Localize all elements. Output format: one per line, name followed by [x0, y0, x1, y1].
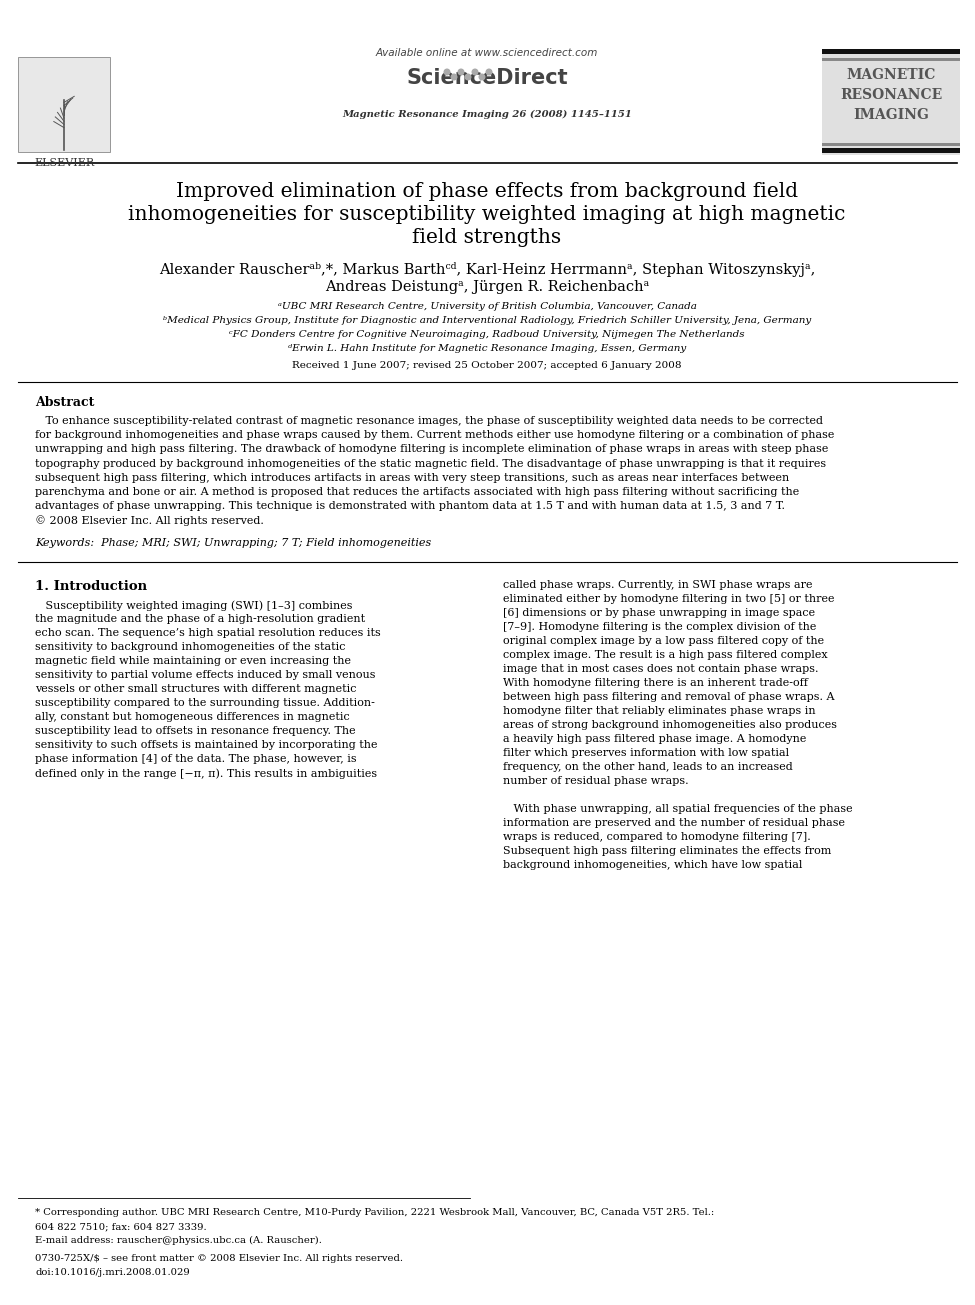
Text: 604 822 7510; fax: 604 827 3339.: 604 822 7510; fax: 604 827 3339.: [35, 1221, 207, 1231]
Text: 1. Introduction: 1. Introduction: [35, 579, 147, 592]
Text: inhomogeneities for susceptibility weighted imaging at high magnetic: inhomogeneities for susceptibility weigh…: [129, 205, 845, 224]
Text: ELSEVIER: ELSEVIER: [34, 158, 94, 168]
Text: Magnetic Resonance Imaging 26 (2008) 1145–1151: Magnetic Resonance Imaging 26 (2008) 114…: [342, 110, 632, 119]
Circle shape: [451, 74, 457, 80]
Text: complex image. The result is a high pass filtered complex: complex image. The result is a high pass…: [503, 650, 828, 660]
Text: ᵈErwin L. Hahn Institute for Magnetic Resonance Imaging, Essen, Germany: ᵈErwin L. Hahn Institute for Magnetic Re…: [288, 345, 686, 352]
Text: advantages of phase unwrapping. This technique is demonstrated with phantom data: advantages of phase unwrapping. This tec…: [35, 501, 785, 512]
Text: MAGNETIC: MAGNETIC: [846, 68, 936, 82]
Text: To enhance susceptibility-related contrast of magnetic resonance images, the pha: To enhance susceptibility-related contra…: [35, 416, 823, 425]
Text: the magnitude and the phase of a high-resolution gradient: the magnitude and the phase of a high-re…: [35, 613, 365, 624]
Text: between high pass filtering and removal of phase wraps. A: between high pass filtering and removal …: [503, 692, 835, 702]
FancyBboxPatch shape: [822, 57, 960, 61]
Text: © 2008 Elsevier Inc. All rights reserved.: © 2008 Elsevier Inc. All rights reserved…: [35, 515, 264, 526]
Circle shape: [465, 74, 471, 80]
Text: susceptibility lead to offsets in resonance frequency. The: susceptibility lead to offsets in resona…: [35, 726, 356, 736]
Text: ᶜFC Donders Centre for Cognitive Neuroimaging, Radboud University, Nijmegen The : ᶜFC Donders Centre for Cognitive Neuroim…: [229, 330, 745, 339]
FancyBboxPatch shape: [822, 50, 960, 54]
Text: phase information [4] of the data. The phase, however, is: phase information [4] of the data. The p…: [35, 754, 357, 763]
Text: sensitivity to such offsets is maintained by incorporating the: sensitivity to such offsets is maintaine…: [35, 740, 377, 750]
Text: ᵇMedical Physics Group, Institute for Diagnostic and Interventional Radiology, F: ᵇMedical Physics Group, Institute for Di…: [163, 316, 811, 325]
Text: sensitivity to background inhomogeneities of the static: sensitivity to background inhomogeneitie…: [35, 642, 345, 652]
Text: ally, constant but homogeneous differences in magnetic: ally, constant but homogeneous differenc…: [35, 713, 350, 722]
Text: topography produced by background inhomogeneities of the static magnetic field. : topography produced by background inhomo…: [35, 458, 826, 468]
Text: frequency, on the other hand, leads to an increased: frequency, on the other hand, leads to a…: [503, 762, 793, 773]
Text: Andreas Deistungᵃ, Jürgen R. Reichenbachᵃ: Andreas Deistungᵃ, Jürgen R. Reichenbach…: [325, 281, 649, 294]
Text: wraps is reduced, compared to homodyne filtering [7].: wraps is reduced, compared to homodyne f…: [503, 833, 811, 842]
Text: With phase unwrapping, all spatial frequencies of the phase: With phase unwrapping, all spatial frequ…: [503, 804, 852, 814]
Text: Abstract: Abstract: [35, 395, 95, 408]
Text: Keywords:  Phase; MRI; SWI; Unwrapping; 7 T; Field inhomogeneities: Keywords: Phase; MRI; SWI; Unwrapping; 7…: [35, 538, 431, 548]
Text: ᵃUBC MRI Research Centre, University of British Columbia, Vancouver, Canada: ᵃUBC MRI Research Centre, University of …: [278, 301, 696, 311]
Text: echo scan. The sequence’s high spatial resolution reduces its: echo scan. The sequence’s high spatial r…: [35, 628, 381, 638]
FancyBboxPatch shape: [18, 57, 110, 151]
Text: E-mail address: rauscher@physics.ubc.ca (A. Rauscher).: E-mail address: rauscher@physics.ubc.ca …: [35, 1236, 322, 1245]
Text: vessels or other small structures with different magnetic: vessels or other small structures with d…: [35, 684, 357, 694]
Text: With homodyne filtering there is an inherent trade-off: With homodyne filtering there is an inhe…: [503, 679, 808, 688]
Text: eliminated either by homodyne filtering in two [5] or three: eliminated either by homodyne filtering …: [503, 594, 835, 604]
Text: IMAGING: IMAGING: [853, 108, 929, 121]
Circle shape: [472, 69, 478, 74]
Text: RESONANCE: RESONANCE: [839, 87, 942, 102]
Text: field strengths: field strengths: [412, 228, 562, 247]
Text: ScienceDirect: ScienceDirect: [407, 68, 567, 87]
Text: called phase wraps. Currently, in SWI phase wraps are: called phase wraps. Currently, in SWI ph…: [503, 579, 812, 590]
Text: Subsequent high pass filtering eliminates the effects from: Subsequent high pass filtering eliminate…: [503, 846, 832, 856]
Text: information are preserved and the number of residual phase: information are preserved and the number…: [503, 818, 845, 827]
FancyBboxPatch shape: [822, 50, 960, 155]
FancyBboxPatch shape: [822, 144, 960, 146]
Text: subsequent high pass filtering, which introduces artifacts in areas with very st: subsequent high pass filtering, which in…: [35, 472, 789, 483]
Circle shape: [445, 69, 449, 74]
Text: filter which preserves information with low spatial: filter which preserves information with …: [503, 748, 789, 758]
Text: Alexander Rauscherᵃᵇ,*, Markus Barthᶜᵈ, Karl-Heinz Herrmannᵃ, Stephan Witoszynsk: Alexander Rauscherᵃᵇ,*, Markus Barthᶜᵈ, …: [159, 262, 815, 277]
Text: [6] dimensions or by phase unwrapping in image space: [6] dimensions or by phase unwrapping in…: [503, 608, 815, 619]
Text: for background inhomogeneities and phase wraps caused by them. Current methods e: for background inhomogeneities and phase…: [35, 431, 835, 440]
Text: sensitivity to partial volume effects induced by small venous: sensitivity to partial volume effects in…: [35, 669, 375, 680]
Text: areas of strong background inhomogeneities also produces: areas of strong background inhomogeneiti…: [503, 720, 837, 729]
Text: parenchyma and bone or air. A method is proposed that reduces the artifacts asso: parenchyma and bone or air. A method is …: [35, 487, 800, 497]
Text: Improved elimination of phase effects from background field: Improved elimination of phase effects fr…: [176, 181, 799, 201]
Circle shape: [487, 69, 491, 74]
Text: * Corresponding author. UBC MRI Research Centre, M10-Purdy Pavilion, 2221 Wesbro: * Corresponding author. UBC MRI Research…: [35, 1208, 715, 1218]
Text: original complex image by a low pass filtered copy of the: original complex image by a low pass fil…: [503, 636, 824, 646]
Text: Available online at www.sciencedirect.com: Available online at www.sciencedirect.co…: [375, 48, 599, 57]
Circle shape: [479, 74, 485, 80]
Text: homodyne filter that reliably eliminates phase wraps in: homodyne filter that reliably eliminates…: [503, 706, 816, 716]
Text: Susceptibility weighted imaging (SWI) [1–3] combines: Susceptibility weighted imaging (SWI) [1…: [35, 600, 353, 611]
Text: susceptibility compared to the surrounding tissue. Addition-: susceptibility compared to the surroundi…: [35, 698, 374, 709]
Text: 0730-725X/$ – see front matter © 2008 Elsevier Inc. All rights reserved.: 0730-725X/$ – see front matter © 2008 El…: [35, 1254, 403, 1263]
Circle shape: [458, 69, 464, 74]
Text: number of residual phase wraps.: number of residual phase wraps.: [503, 776, 688, 786]
Text: [7–9]. Homodyne filtering is the complex division of the: [7–9]. Homodyne filtering is the complex…: [503, 622, 816, 632]
FancyBboxPatch shape: [822, 147, 960, 153]
Text: defined only in the range [−π, π). This results in ambiguities: defined only in the range [−π, π). This …: [35, 769, 377, 779]
Text: background inhomogeneities, which have low spatial: background inhomogeneities, which have l…: [503, 860, 802, 870]
Text: unwrapping and high pass filtering. The drawback of homodyne filtering is incomp: unwrapping and high pass filtering. The …: [35, 445, 829, 454]
Text: magnetic field while maintaining or even increasing the: magnetic field while maintaining or even…: [35, 656, 351, 666]
Text: Received 1 June 2007; revised 25 October 2007; accepted 6 January 2008: Received 1 June 2007; revised 25 October…: [292, 361, 682, 371]
Text: a heavily high pass filtered phase image. A homodyne: a heavily high pass filtered phase image…: [503, 733, 806, 744]
Text: image that in most cases does not contain phase wraps.: image that in most cases does not contai…: [503, 664, 818, 673]
Text: doi:10.1016/j.mri.2008.01.029: doi:10.1016/j.mri.2008.01.029: [35, 1268, 190, 1278]
